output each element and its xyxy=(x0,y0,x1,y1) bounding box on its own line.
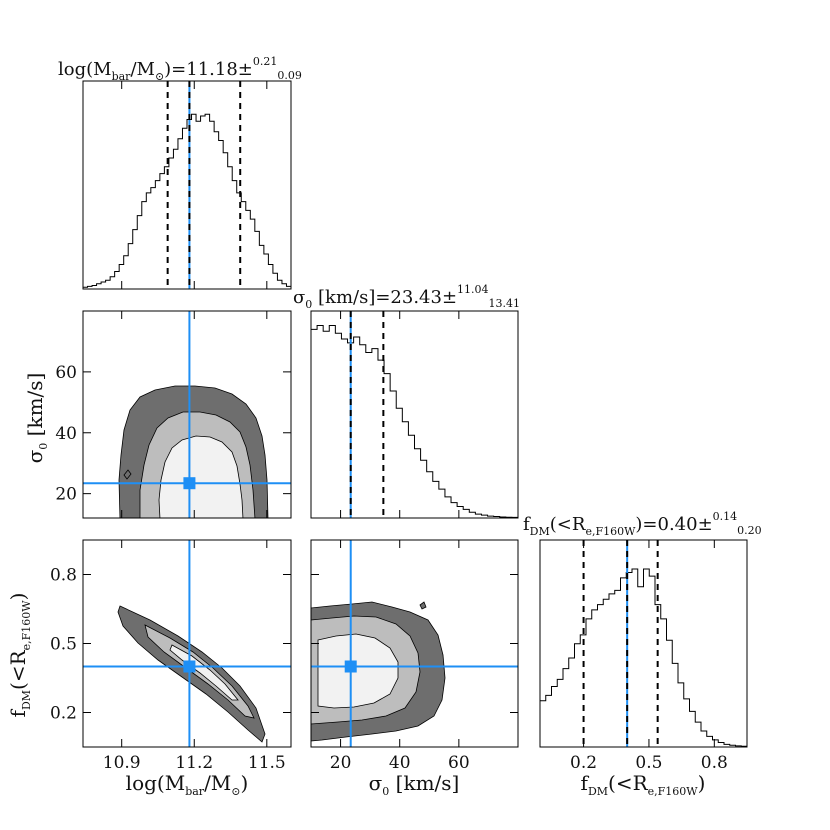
x-axis-label-logmbar: log(Mbar/M⊙) xyxy=(126,771,249,798)
contour-inner xyxy=(169,644,239,701)
y-tick-label: 0.2 xyxy=(50,704,77,724)
x-tick-labels-logmbar: 10.9 11.2 11.5 xyxy=(103,753,286,773)
frame-hist-logmbar xyxy=(82,80,292,290)
x-tick-label: 10.9 xyxy=(103,753,141,773)
histogram-fdm xyxy=(540,568,747,747)
best-fit-marker-fdm-vs-logmbar xyxy=(183,660,196,673)
y-tick-label: 60 xyxy=(55,363,77,383)
histogram-sigma0 xyxy=(311,324,518,518)
x-tick-label: 60 xyxy=(448,753,470,773)
contour-inner xyxy=(158,435,244,518)
x-axis-label-fdm: fDM(<Re,F160W) xyxy=(581,771,706,798)
x-tick-label: 40 xyxy=(389,753,411,773)
best-fit-marker-fdm-vs-sigma0 xyxy=(344,660,357,673)
x-tick-label: 11.2 xyxy=(175,753,213,773)
hist-panel-fdm: 0.2 0.5 0.8 fDM(<Re,F160W)=0.40±0.140.20 f… xyxy=(523,510,762,798)
hist-panel-logmbar: log(Mbar/M⊙)=11.18±0.210.09 xyxy=(58,55,302,290)
contour-outer xyxy=(117,605,266,743)
x-tick-labels-sigma0: 20 40 60 xyxy=(330,753,470,773)
ticks-fdm-vs-logmbar xyxy=(83,540,291,747)
title-sigma0: σ0 [km/s]=23.43±11.0413.41 xyxy=(293,283,520,311)
best-fit-marker-sigma0-vs-logmbar xyxy=(183,477,196,490)
x-tick-label: 20 xyxy=(330,753,352,773)
frame-hist-sigma0 xyxy=(310,310,519,519)
x-axis-label-sigma0: σ0 [km/s] xyxy=(369,771,460,798)
y-tick-label: 40 xyxy=(55,424,77,444)
y-tick-label: 0.5 xyxy=(50,635,77,655)
frame-hist-fdm xyxy=(539,539,748,748)
x-tick-label: 0.8 xyxy=(701,753,728,773)
y-tick-label: 0.8 xyxy=(50,566,77,586)
histogram-logmbar xyxy=(83,113,291,288)
frame-sigma0-vs-logmbar xyxy=(82,310,292,519)
ticks-hist-logmbar xyxy=(121,81,268,289)
title-fdm: fDM(<Re,F160W)=0.40±0.140.20 xyxy=(523,510,762,538)
ticks-hist-fdm xyxy=(583,540,715,747)
title-logmbar: log(Mbar/M⊙)=11.18±0.210.09 xyxy=(58,55,302,83)
y-tick-label: 20 xyxy=(55,485,77,505)
ticks-sigma0-vs-logmbar xyxy=(83,311,291,518)
ticks-fdm-vs-sigma0 xyxy=(311,540,518,747)
hist-panel-sigma0: σ0 [km/s]=23.43±11.0413.41 xyxy=(293,283,520,519)
contour-sigma0-vs-logmbar xyxy=(118,385,269,518)
y-axis-label-sigma0: σ0 [km/s] xyxy=(23,373,50,464)
x-tick-label: 0.5 xyxy=(635,753,662,773)
ticks-hist-sigma0 xyxy=(340,311,460,518)
contour-fdm-vs-sigma0 xyxy=(311,601,446,742)
y-tick-labels-sigma0: 20 40 60 xyxy=(55,363,77,505)
panel-fdm-vs-logmbar: 0.2 0.5 0.8 10.9 11.2 11.5 fDM(<Re,F160W) lo… xyxy=(6,539,292,798)
x-tick-label: 0.2 xyxy=(570,753,597,773)
panel-sigma0-vs-logmbar: 20 40 60 σ0 [km/s] xyxy=(23,310,292,519)
contour-speck xyxy=(419,601,427,610)
y-axis-label-fdm: fDM(<Re,F160W) xyxy=(6,593,33,718)
x-tick-label: 11.5 xyxy=(248,753,286,773)
panel-fdm-vs-sigma0: 20 40 60 σ0 [km/s] xyxy=(310,539,519,798)
y-tick-labels-fdm: 0.2 0.5 0.8 xyxy=(50,566,77,724)
contour-fdm-vs-logmbar xyxy=(117,605,266,743)
contour-inner xyxy=(317,633,399,709)
x-tick-labels-fdm: 0.2 0.5 0.8 xyxy=(570,753,728,773)
contour-island xyxy=(123,469,132,480)
